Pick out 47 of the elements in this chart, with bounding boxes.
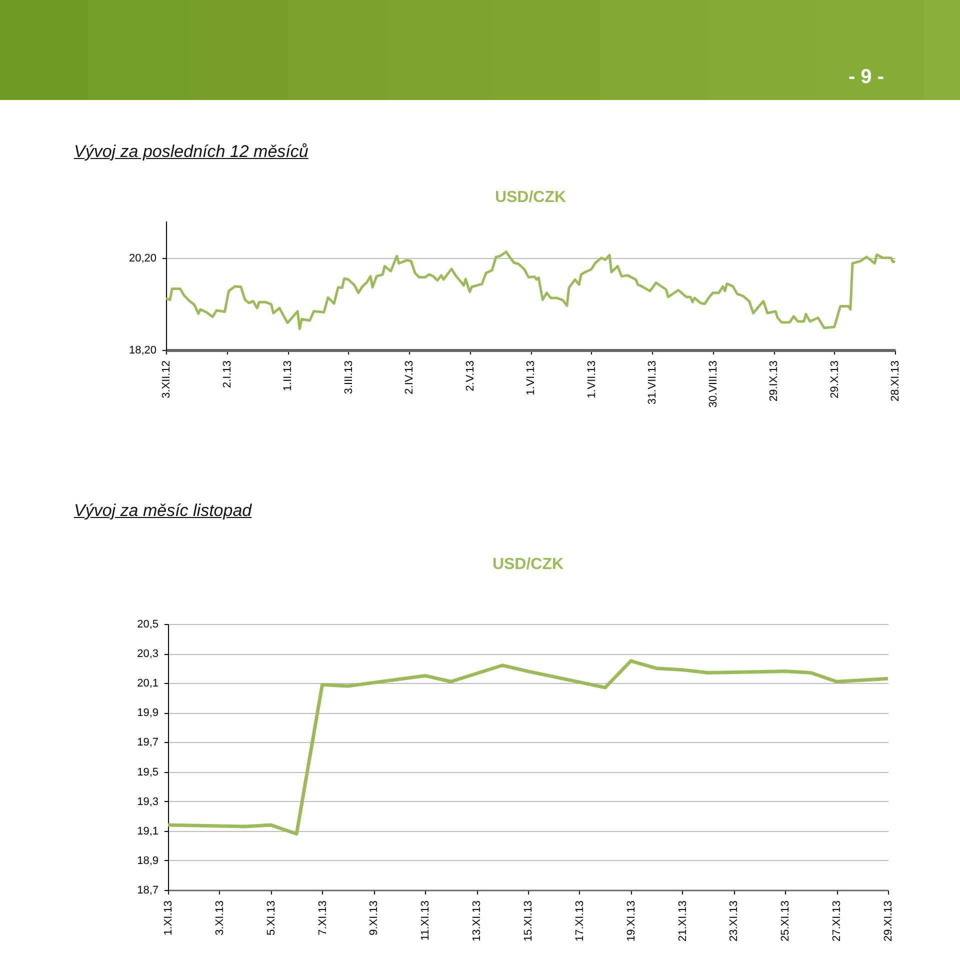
header-banner: - 9 -	[0, 0, 960, 100]
x-tick-label: 17.XI.13	[574, 900, 586, 942]
y-tick-label: 20,20	[128, 252, 156, 264]
x-tick-label: 27.XI.13	[831, 900, 844, 942]
y-tick-label: 18,9	[137, 854, 158, 867]
line-series	[166, 659, 890, 836]
x-tick-label: 29.IX.13	[768, 360, 780, 402]
x-tick-label: 3.III.13	[342, 360, 355, 394]
x-tick-label: 25.XI.13	[780, 900, 792, 942]
x-tick-label: 21.XI.13	[676, 900, 689, 942]
y-tick-label: 20,3	[137, 648, 158, 660]
y-tick-label: 20,5	[137, 618, 158, 630]
y-tick-label: 19,9	[137, 707, 158, 720]
x-tick-label: 13.XI.13	[471, 900, 484, 942]
x-tick-label: 1.VII.13	[586, 360, 598, 398]
x-tick-label: 1.II.13	[282, 360, 294, 392]
y-tick-label: 19,5	[137, 766, 158, 778]
x-tick-label: 15.XI.13	[522, 900, 534, 942]
x-tick-label: 29.XI.13	[882, 900, 894, 942]
x-tick-label: 2.V.13	[464, 360, 476, 392]
x-tick-label: 11.XI.13	[420, 900, 432, 941]
line-series	[164, 250, 896, 330]
chart-subtitle: USD/CZK	[492, 556, 564, 573]
x-tick-label: 1.VI.13	[525, 360, 537, 396]
chart-title: Vývoj za posledních 12 měsíců	[74, 142, 310, 162]
x-tick-label: 31.VII.13	[646, 360, 658, 405]
y-tick-label: 19,1	[137, 825, 158, 838]
y-tick-label: 20,1	[137, 678, 158, 690]
x-tick-label: 3.XII.12	[160, 360, 172, 398]
y-tick-label: 18,7	[137, 884, 158, 896]
chart-subtitle: USD/CZK	[494, 189, 566, 206]
y-tick-label: 19,3	[137, 796, 158, 808]
x-tick-label: 9.XI.13	[368, 900, 380, 936]
chart-title: Vývoj za měsíc listopad	[74, 501, 253, 521]
x-tick-label: 5.XI.13	[265, 900, 278, 936]
y-tick-label: 18,20	[128, 344, 156, 356]
x-tick-label: 29.X.13	[828, 360, 841, 398]
x-tick-label: 23.XI.13	[728, 900, 740, 942]
y-tick-label: 19,7	[137, 736, 158, 749]
x-tick-label: 28.XI.13	[890, 360, 902, 402]
x-tick-label: 1.XI.13	[162, 900, 174, 936]
x-tick-label: 19.XI.13	[625, 900, 638, 942]
x-tick-label: 2.I.13	[221, 360, 234, 388]
x-tick-label: 3.XI.13	[214, 900, 226, 936]
x-tick-label: 2.IV.13	[404, 360, 416, 394]
x-tick-label: 30.VIII.13	[707, 360, 720, 408]
x-tick-label: 7.XI.13	[316, 900, 329, 936]
